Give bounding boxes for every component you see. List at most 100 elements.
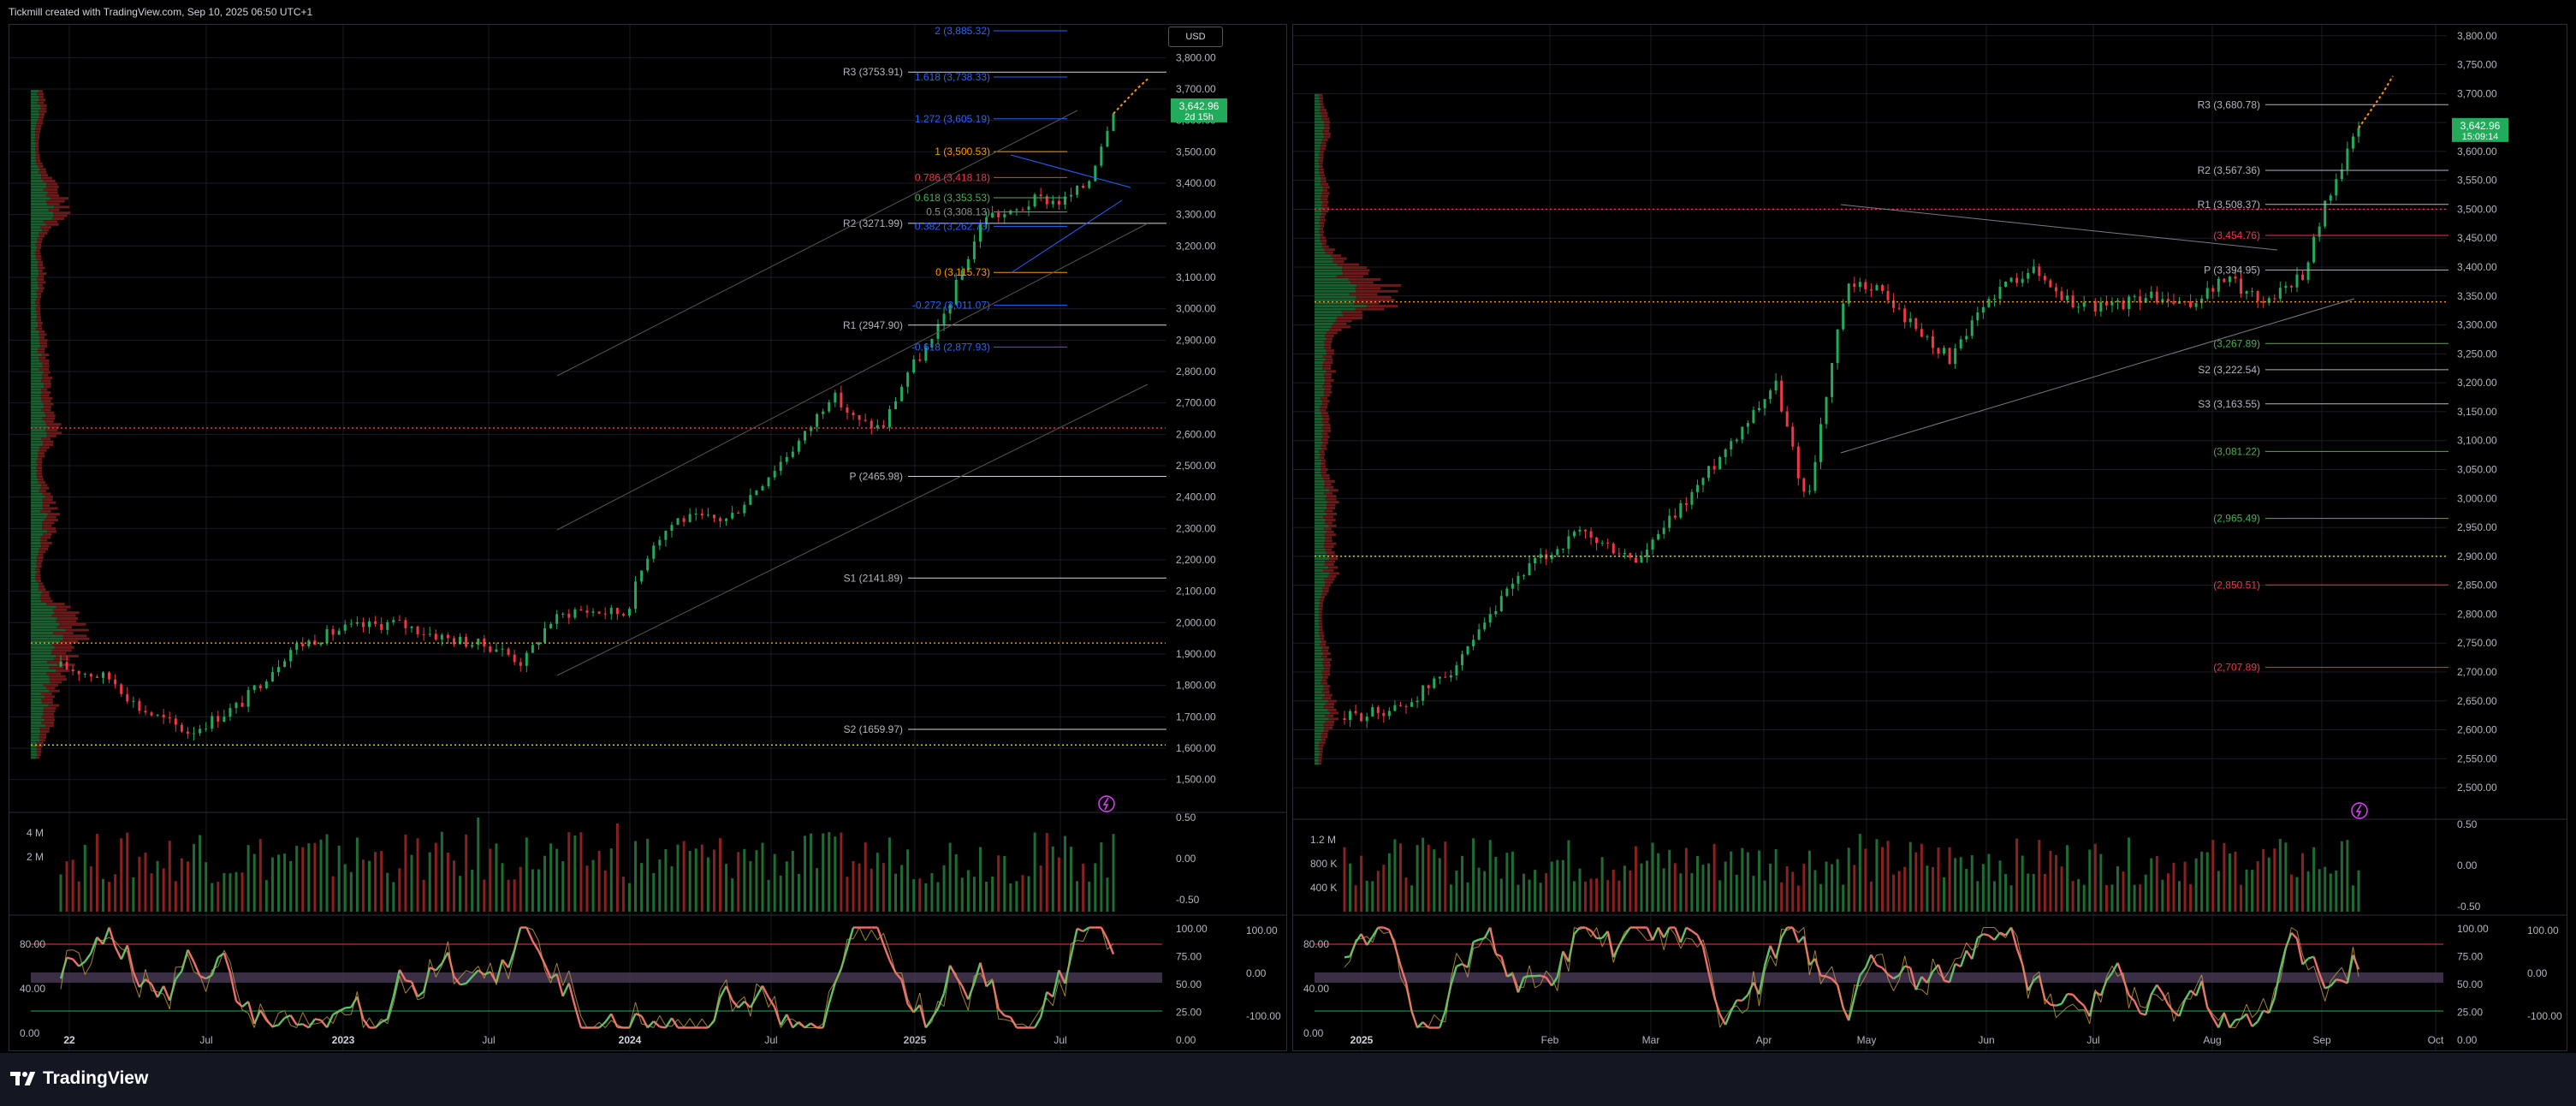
volume-profile-bar: [31, 214, 54, 217]
volume-bar: [126, 832, 129, 912]
stoch-d-line: [2252, 1011, 2258, 1018]
stoch-left-label: 80.00: [20, 938, 45, 950]
stoch-d-line: [1949, 958, 1956, 971]
volume-bar: [452, 860, 455, 912]
candle: [162, 714, 165, 718]
y-tick-label: 2,850.00: [2457, 580, 2497, 592]
volume-bar: [1651, 842, 1654, 912]
volume-bar: [211, 883, 214, 912]
price-chart-right[interactable]: 3,800.003,750.003,700.003,650.003,600.00…: [1293, 25, 2567, 1050]
stoch-d-line: [1915, 988, 1922, 990]
volume-profile-bar: [1327, 708, 1337, 711]
volume-bar: [2251, 870, 2254, 912]
volume-profile-bar: [1315, 390, 1324, 394]
volume-profile-bar: [1315, 343, 1325, 347]
chart-caption: Tickmill created with TradingView.com, S…: [9, 6, 313, 18]
stoch-d-line: [1456, 953, 1463, 963]
volume-profile-bar: [1342, 266, 1368, 270]
volume-profile-bar: [1318, 230, 1324, 234]
volume-profile-bar: [1315, 560, 1326, 563]
stoch-d-line: [103, 937, 110, 942]
stoch-k-line: [1887, 973, 1895, 980]
volume-profile-bar: [31, 354, 42, 357]
candle: [561, 613, 565, 615]
candle: [1556, 549, 1559, 556]
volume-bar: [670, 865, 674, 912]
candle: [2240, 278, 2243, 294]
volume-profile-bar: [1315, 590, 1323, 593]
volume-profile-bar: [31, 626, 57, 629]
volume-profile-bar: [1324, 667, 1331, 670]
stoch-d-line: [1064, 943, 1072, 996]
volume-profile-bar: [36, 258, 42, 261]
volume-profile-bar: [36, 318, 42, 322]
stoch-k-line: [2290, 931, 2298, 940]
stoch-k-line: [780, 1014, 788, 1026]
stoch-d-line: [562, 970, 570, 986]
volume-profile-bar: [44, 405, 51, 408]
candle: [652, 545, 656, 559]
volume-profile-bar: [1315, 198, 1321, 201]
tradingview-logo[interactable]: TradingView: [10, 1068, 148, 1089]
stoch-d-line: [2223, 1012, 2230, 1028]
candle: [1517, 575, 1520, 584]
volume-profile-bar: [31, 128, 36, 131]
volume-profile-bar: [1315, 450, 1320, 454]
volume-bar: [1629, 870, 1632, 912]
currency-button[interactable]: USD: [1168, 27, 1223, 47]
candle: [894, 401, 898, 409]
stoch-d-line: [738, 996, 745, 1002]
volume-profile-bar: [1323, 132, 1331, 135]
y-tick-label: 3,000.00: [2457, 492, 2497, 504]
stoch-d-line: [2140, 1005, 2146, 1008]
x-tick-label: 2025: [904, 1034, 927, 1046]
volume-bar: [1796, 885, 1800, 912]
stoch-d-line: [846, 938, 854, 940]
volume-profile-bar: [1315, 162, 1320, 165]
stoch-d-line: [1994, 927, 2001, 935]
candle: [1668, 515, 1671, 528]
volume-profile-bar: [1315, 245, 1322, 248]
volume-bar: [2088, 849, 2092, 912]
volume-profile-bar: [1319, 450, 1325, 454]
candle: [2133, 296, 2136, 298]
candle: [1791, 426, 1795, 447]
volume-profile-bar: [1324, 121, 1331, 124]
volume-profile-bar: [1326, 530, 1334, 533]
pivot-label: R1 (3,508.37): [2198, 199, 2260, 211]
volume-profile-bar: [36, 461, 43, 464]
volume-profile-bar: [31, 515, 47, 519]
candle: [646, 558, 650, 571]
stoch-left-label: 80.00: [1303, 938, 1329, 950]
pivot-label: S2 (1659.97): [844, 723, 903, 735]
volume-profile-bar: [45, 193, 59, 197]
volume-bar: [386, 872, 389, 912]
volume-profile-bar: [38, 170, 47, 174]
price-chart-left[interactable]: 3,800.003,700.003,600.003,500.003,400.00…: [9, 25, 1286, 1050]
candle: [2060, 291, 2063, 300]
stoch-k-line: [398, 969, 407, 981]
pivot-label: S1 (2141.89): [844, 572, 903, 584]
stoch-k-line: [1999, 931, 2007, 937]
volume-bar: [2071, 881, 2074, 912]
volume-profile-bar: [1315, 346, 1324, 349]
candle: [301, 643, 305, 646]
chart-panel-right[interactable]: 3,800.003,750.003,700.003,650.003,600.00…: [1292, 24, 2567, 1051]
candle: [1371, 707, 1374, 717]
y-tick-label: 3,800.00: [2457, 30, 2497, 42]
volume-profile-bar: [1324, 340, 1333, 343]
volume-profile-bar: [36, 278, 44, 282]
volume-bar: [422, 879, 425, 912]
volume-profile-bar: [1315, 400, 1322, 403]
stoch-d-line: [1356, 938, 1362, 941]
volume-bar: [731, 878, 734, 912]
stoch-d-line: [2307, 966, 2314, 971]
candle: [785, 456, 788, 462]
chart-panel-left[interactable]: 3,800.003,700.003,600.003,500.003,400.00…: [9, 24, 1287, 1051]
stoch-k-line: [1034, 1016, 1042, 1029]
volume-profile-bar: [1315, 495, 1327, 498]
volume-right-label: -0.50: [1176, 894, 1200, 906]
volume-bar: [489, 848, 492, 912]
stoch-k-line: [2211, 1017, 2220, 1029]
candle: [1522, 575, 1526, 577]
